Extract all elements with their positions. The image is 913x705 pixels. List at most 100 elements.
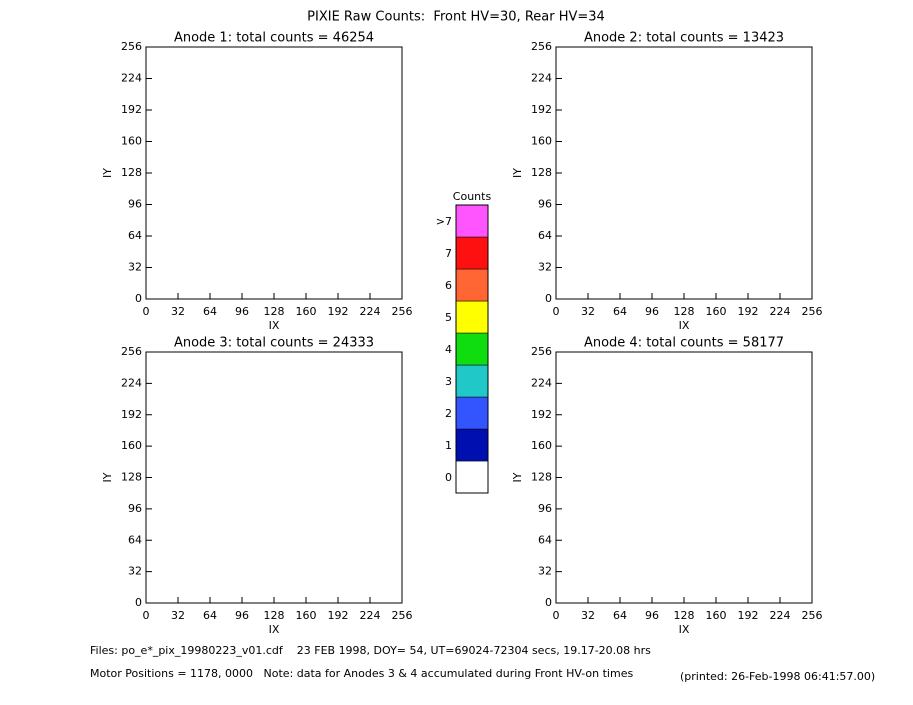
x-axis-label: IX <box>269 623 280 636</box>
colorbar-box <box>455 460 489 494</box>
x-tick-label: 224 <box>770 609 791 622</box>
y-axis-label: IY <box>101 168 114 178</box>
plot-area <box>145 351 403 604</box>
x-tick-label: 32 <box>171 305 185 318</box>
x-tick-label: 32 <box>171 609 185 622</box>
plot-title: Anode 4: total counts = 58177 <box>584 336 784 351</box>
x-tick-label: 224 <box>770 305 791 318</box>
x-tick-label: 0 <box>143 609 150 622</box>
x-tick-label: 160 <box>706 609 727 622</box>
plot-area <box>145 46 403 300</box>
colorbar-label: 4 <box>445 343 452 356</box>
footer-files: Files: po_e*_pix_19980223_v01.cdf 23 FEB… <box>90 644 651 657</box>
y-tick-label: 0 <box>135 292 142 305</box>
plot-area <box>555 351 813 604</box>
y-tick-label: 192 <box>121 103 142 116</box>
y-tick-label: 128 <box>121 166 142 179</box>
x-tick-label: 64 <box>613 609 627 622</box>
y-tick-label: 256 <box>531 40 552 53</box>
y-tick-label: 96 <box>128 198 142 211</box>
footer-printed: (printed: 26-Feb-1998 06:41:57.00) <box>680 670 875 683</box>
y-tick-label: 128 <box>121 471 142 484</box>
x-tick-label: 160 <box>296 305 317 318</box>
x-tick-label: 32 <box>581 305 595 318</box>
x-tick-label: 96 <box>235 305 249 318</box>
colorbar-label: >7 <box>436 215 452 228</box>
x-axis-label: IX <box>679 623 690 636</box>
colorbar-box <box>455 300 489 334</box>
x-tick-label: 192 <box>328 609 349 622</box>
y-tick-label: 32 <box>538 565 552 578</box>
colorbar-box <box>455 332 489 366</box>
x-tick-label: 128 <box>264 305 285 318</box>
colorbar-box <box>455 204 489 238</box>
y-tick-label: 32 <box>128 565 142 578</box>
colorbar-label: 2 <box>445 407 452 420</box>
x-tick-label: 0 <box>553 609 560 622</box>
y-tick-label: 192 <box>121 408 142 421</box>
x-tick-label: 0 <box>553 305 560 318</box>
colorbar-box <box>455 428 489 462</box>
y-axis-label: IY <box>511 472 524 482</box>
y-tick-label: 256 <box>121 40 142 53</box>
y-tick-label: 96 <box>538 502 552 515</box>
y-tick-label: 0 <box>135 596 142 609</box>
y-axis-label: IY <box>101 472 114 482</box>
x-tick-label: 256 <box>802 609 823 622</box>
colorbar-label: 7 <box>445 247 452 260</box>
y-tick-label: 32 <box>128 261 142 274</box>
colorbar-box <box>455 396 489 430</box>
plot-title: Anode 3: total counts = 24333 <box>174 336 374 351</box>
y-tick-label: 160 <box>531 135 552 148</box>
y-tick-label: 64 <box>538 229 552 242</box>
y-tick-label: 224 <box>121 72 142 85</box>
y-tick-label: 96 <box>128 502 142 515</box>
colorbar-box <box>455 236 489 270</box>
colorbar-title: Counts <box>453 190 492 203</box>
x-tick-label: 224 <box>360 305 381 318</box>
y-tick-label: 0 <box>545 292 552 305</box>
colorbar-label: 6 <box>445 279 452 292</box>
plot-area <box>555 46 813 300</box>
x-tick-label: 64 <box>203 609 217 622</box>
y-tick-label: 256 <box>121 345 142 358</box>
colorbar-label: 0 <box>445 471 452 484</box>
x-tick-label: 256 <box>392 305 413 318</box>
y-tick-label: 160 <box>121 439 142 452</box>
x-axis-label: IX <box>679 319 690 332</box>
x-tick-label: 128 <box>674 305 695 318</box>
y-tick-label: 224 <box>531 376 552 389</box>
x-tick-label: 64 <box>613 305 627 318</box>
y-tick-label: 160 <box>531 439 552 452</box>
x-tick-label: 96 <box>645 609 659 622</box>
x-tick-label: 128 <box>264 609 285 622</box>
x-tick-label: 256 <box>392 609 413 622</box>
y-tick-label: 192 <box>531 103 552 116</box>
x-tick-label: 96 <box>235 609 249 622</box>
x-tick-label: 96 <box>645 305 659 318</box>
figure-title: PIXIE Raw Counts: Front HV=30, Rear HV=3… <box>307 10 605 25</box>
x-tick-label: 224 <box>360 609 381 622</box>
y-tick-label: 224 <box>531 72 552 85</box>
x-tick-label: 192 <box>328 305 349 318</box>
y-tick-label: 64 <box>538 533 552 546</box>
y-axis-label: IY <box>511 168 524 178</box>
y-tick-label: 32 <box>538 261 552 274</box>
y-tick-label: 96 <box>538 198 552 211</box>
y-tick-label: 192 <box>531 408 552 421</box>
footer-motor: Motor Positions = 1178, 0000 Note: data … <box>90 667 633 680</box>
y-tick-label: 64 <box>128 533 142 546</box>
y-tick-label: 0 <box>545 596 552 609</box>
x-tick-label: 160 <box>296 609 317 622</box>
x-tick-label: 192 <box>738 305 759 318</box>
y-tick-label: 160 <box>121 135 142 148</box>
colorbar-label: 3 <box>445 375 452 388</box>
colorbar-frame <box>455 204 489 494</box>
y-tick-label: 128 <box>531 471 552 484</box>
plot-title: Anode 1: total counts = 46254 <box>174 31 374 46</box>
colorbar-label: 1 <box>445 439 452 452</box>
colorbar-box <box>455 364 489 398</box>
y-tick-label: 128 <box>531 166 552 179</box>
y-tick-label: 224 <box>121 376 142 389</box>
